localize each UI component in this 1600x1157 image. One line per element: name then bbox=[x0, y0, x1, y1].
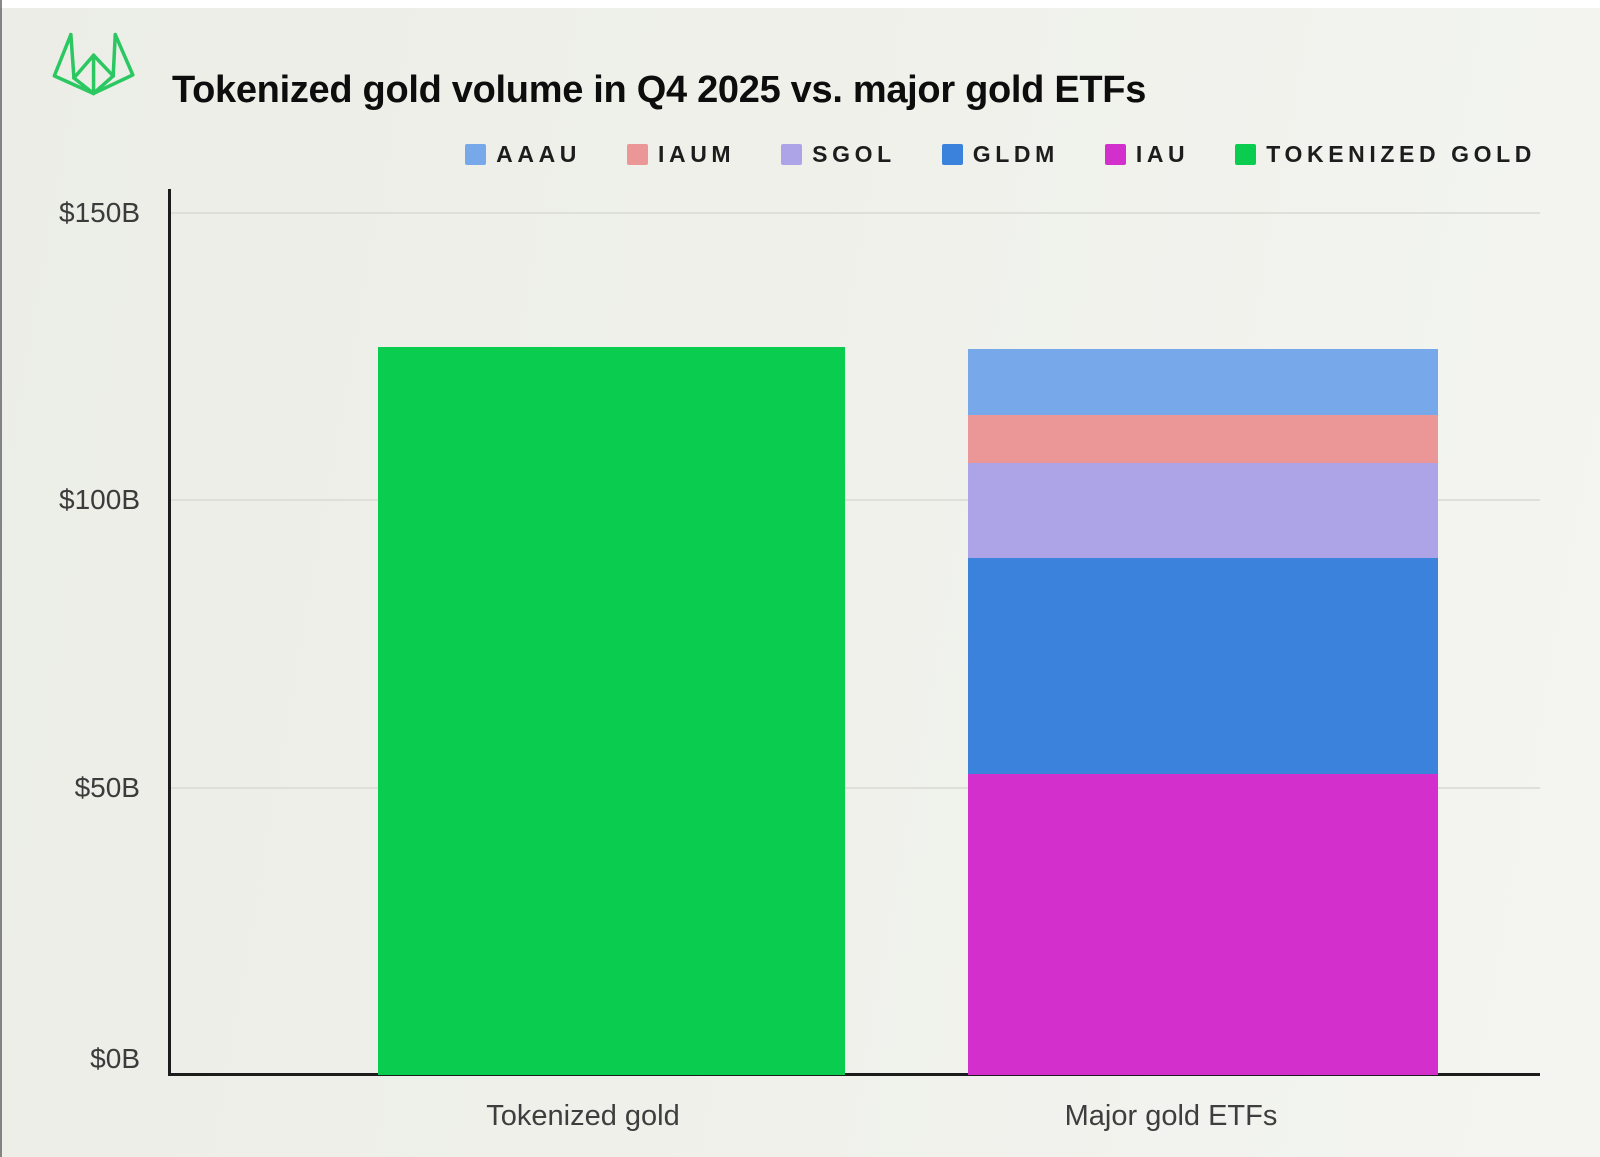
legend-label: GLDM bbox=[972, 141, 1059, 167]
legend-item-iau: IAU bbox=[1104, 141, 1190, 168]
legend-swatch-icon bbox=[781, 144, 803, 165]
screenshot-left-edge bbox=[0, 0, 2, 1157]
bar-segment-iau bbox=[968, 773, 1438, 1075]
chart-legend: AAAU IAUM SGOL GLDM IAU TOKENIZED GOLD bbox=[465, 141, 1536, 168]
y-tick-label: $150B bbox=[59, 197, 140, 228]
x-category-label: Major gold ETFs bbox=[1064, 1100, 1278, 1132]
legend-item-sgol: SGOL bbox=[781, 141, 896, 168]
y-tick-label: $100B bbox=[59, 484, 140, 516]
legend-label: IAUM bbox=[658, 141, 736, 167]
legend-label: AAAU bbox=[496, 141, 581, 167]
x-category-label: Tokenized gold bbox=[486, 1100, 680, 1132]
y-tick-label: $0B bbox=[90, 1043, 140, 1074]
gridline bbox=[171, 212, 1540, 214]
bar-segment-tokenized-gold bbox=[378, 346, 845, 1075]
bar-segment-iaum bbox=[968, 414, 1438, 463]
legend-item-gldm: GLDM bbox=[941, 141, 1059, 168]
legend-swatch-icon bbox=[941, 144, 963, 165]
gridline bbox=[171, 499, 1540, 502]
y-axis-line bbox=[168, 189, 171, 1075]
chart-title: Tokenized gold volume in Q4 2025 vs. maj… bbox=[172, 69, 1147, 112]
legend-item-iaum: IAUM bbox=[627, 141, 735, 168]
origami-lotus-logo-icon bbox=[44, 24, 139, 107]
bar-segment-sgol bbox=[968, 463, 1438, 558]
legend-label: TOKENIZED GOLD bbox=[1266, 141, 1536, 167]
legend-swatch-icon bbox=[1235, 144, 1257, 165]
gridline bbox=[171, 786, 1540, 789]
legend-swatch-icon bbox=[465, 144, 487, 165]
legend-swatch-icon bbox=[627, 144, 648, 165]
legend-item-aaau: AAAU bbox=[465, 141, 581, 168]
legend-label: IAU bbox=[1135, 141, 1190, 167]
bar-segment-aaau bbox=[968, 348, 1438, 415]
x-axis-line bbox=[168, 1073, 1540, 1076]
legend-item-tokenized-gold: TOKENIZED GOLD bbox=[1235, 141, 1536, 168]
screenshot-top-edge bbox=[0, 0, 1600, 8]
legend-swatch-icon bbox=[1104, 144, 1126, 165]
legend-label: SGOL bbox=[812, 141, 896, 167]
y-tick-label: $50B bbox=[74, 771, 140, 803]
bar-segment-gldm bbox=[968, 557, 1438, 774]
